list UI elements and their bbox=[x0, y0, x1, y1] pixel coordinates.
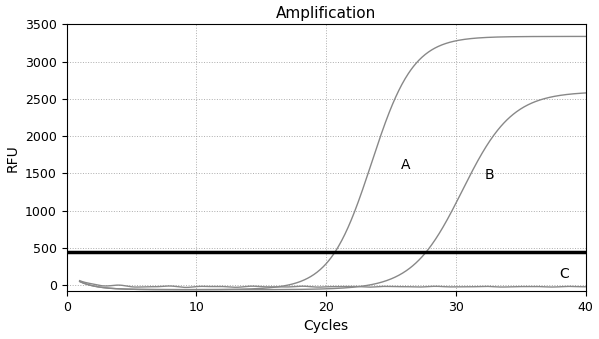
Text: B: B bbox=[485, 168, 494, 182]
Title: Amplification: Amplification bbox=[276, 5, 376, 21]
Text: C: C bbox=[559, 267, 569, 281]
Text: A: A bbox=[401, 158, 411, 172]
Y-axis label: RFU: RFU bbox=[5, 144, 20, 172]
X-axis label: Cycles: Cycles bbox=[304, 319, 349, 334]
